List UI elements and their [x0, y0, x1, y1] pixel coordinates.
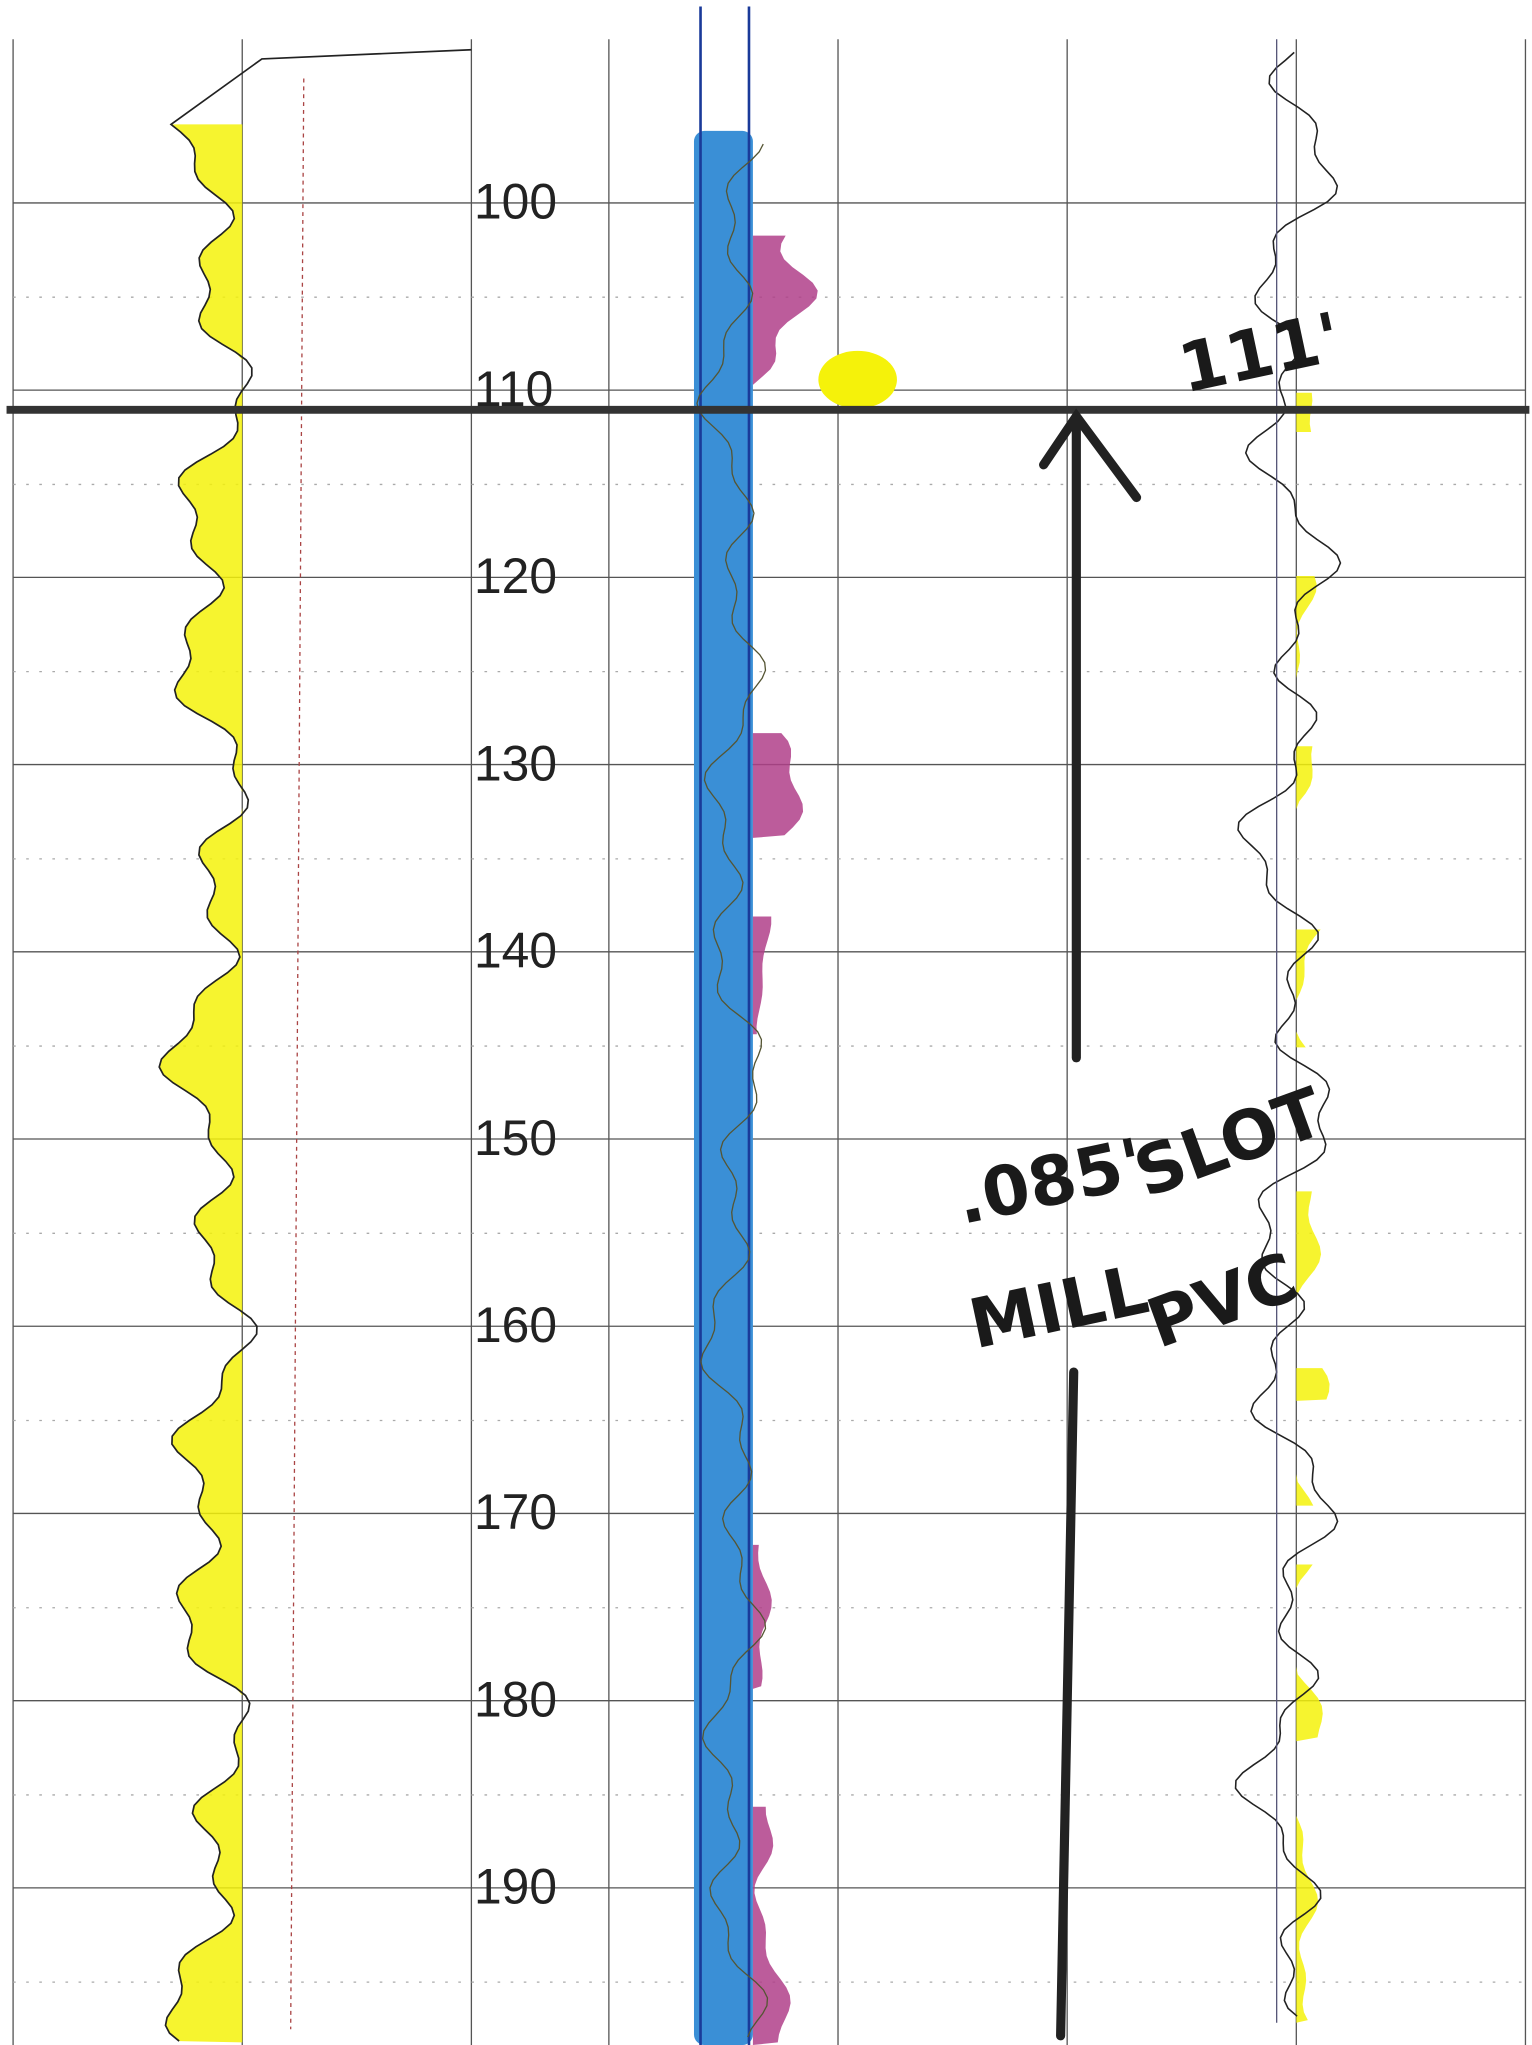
right-fill: [1296, 1368, 1330, 1401]
depth-labels: 100 110 120 130 140 150 160 170 180 190: [474, 174, 557, 1915]
note-mill: MILL: [963, 1250, 1155, 1365]
depth-label: 180: [474, 1671, 557, 1727]
depth-label: 140: [474, 923, 557, 979]
note-size: .085': [950, 1124, 1151, 1241]
gamma-fill: [159, 124, 243, 2043]
blue-band: [693, 130, 753, 2045]
grid: [12, 39, 1527, 2045]
magenta-fill: [752, 235, 818, 419]
arrow: [1039, 408, 1142, 2041]
dashed-curve: [290, 78, 305, 2030]
right-fill: [1296, 1466, 1314, 1506]
depth-marker-label: 111': [1172, 298, 1348, 409]
right-fill: [1296, 746, 1313, 851]
magenta-fill: [752, 1806, 791, 2045]
curves: [158, 6, 1342, 2045]
yellow-spot: [818, 350, 897, 409]
depth-label: 150: [474, 1110, 557, 1166]
depth-label: 100: [474, 174, 557, 230]
depth-label: 110: [474, 361, 553, 417]
depth-label: 190: [474, 1859, 557, 1915]
depth-label: 130: [474, 735, 557, 791]
right-fill: [1296, 1564, 1323, 1742]
depth-label: 120: [474, 548, 557, 604]
right-fill: [1296, 929, 1321, 1048]
depth-label: 160: [474, 1297, 557, 1353]
resistivity-curve: [696, 143, 769, 2038]
right-fill: [1296, 1191, 1322, 1297]
gamma-curve: [158, 48, 472, 2042]
right-fill: [1296, 576, 1317, 681]
magenta-fill: [752, 916, 772, 1035]
magenta-fill: [752, 733, 804, 838]
depth-label: 170: [474, 1484, 557, 1540]
note-pvc: PVC: [1138, 1238, 1308, 1364]
